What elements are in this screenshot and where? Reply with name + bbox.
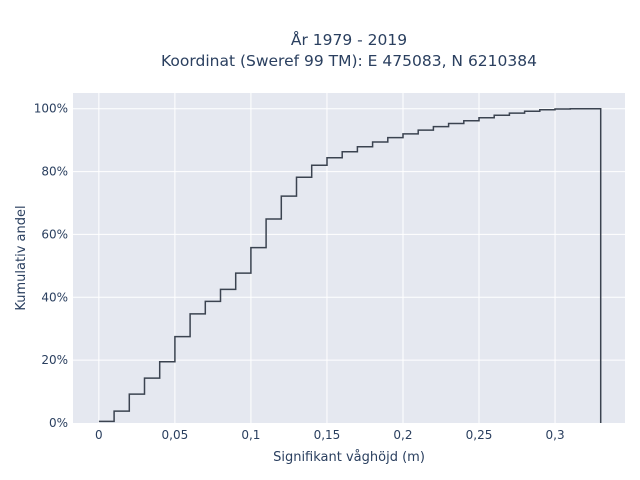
y-tick-label: 60% — [41, 227, 68, 241]
y-tick-label: 40% — [41, 290, 68, 304]
x-tick-labels: 0 0,05 0,1 0,15 0,2 0,25 0,3 — [95, 428, 565, 442]
x-axis-title: Signifikant våghöjd (m) — [273, 450, 425, 465]
y-tick-label: 80% — [41, 165, 68, 179]
chart-subtitle: Koordinat (Sweref 99 TM): E 475083, N 62… — [161, 52, 537, 70]
x-tick-label: 0,25 — [466, 428, 493, 442]
ecdf-step-line — [98, 107, 602, 423]
y-axis-title: Kumulativ andel — [14, 205, 29, 310]
plot-area — [73, 93, 625, 423]
y-tick-label: 100% — [34, 102, 68, 116]
chart-title: År 1979 - 2019 — [291, 30, 407, 49]
y-tick-label: 0% — [49, 416, 68, 430]
x-tick-label: 0,1 — [241, 428, 260, 442]
x-tick-label: 0,05 — [162, 428, 189, 442]
y-gridlines — [73, 108, 625, 361]
x-tick-label: 0 — [95, 428, 103, 442]
x-tick-label: 0,15 — [314, 428, 341, 442]
y-tick-labels: 0% 20% 40% 60% 80% 100% — [34, 102, 68, 430]
y-tick-label: 20% — [41, 353, 68, 367]
x-tick-label: 0,3 — [546, 428, 565, 442]
x-tick-label: 0,2 — [393, 428, 412, 442]
